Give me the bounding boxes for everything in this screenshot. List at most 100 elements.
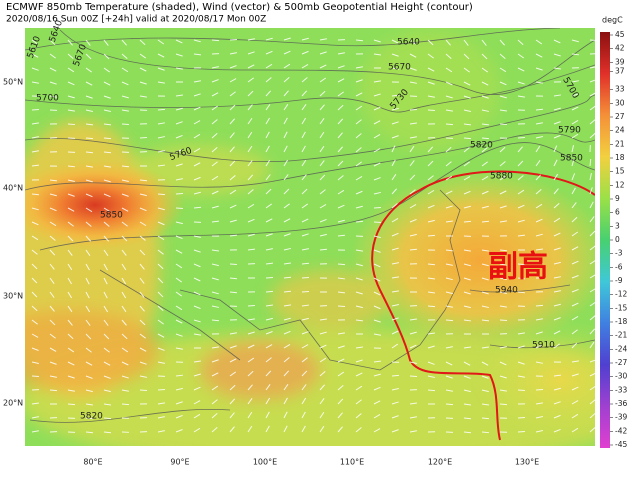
wind-vector	[86, 138, 93, 139]
wind-vector	[68, 404, 75, 405]
colorbar-tick-label: 39	[615, 57, 625, 66]
lon-label: 110°E	[340, 458, 364, 467]
wind-vector	[428, 306, 435, 307]
colorbar-tick-label: -18	[615, 317, 627, 326]
wind-vector	[536, 109, 543, 110]
wind-vector	[482, 432, 489, 433]
wind-vector	[374, 222, 381, 223]
wind-vector	[464, 138, 471, 139]
wind-vector	[122, 124, 129, 125]
wind-vector	[104, 432, 111, 433]
colorbar-tick-label: 21	[615, 139, 625, 148]
colorbar-tick-label: -6	[615, 262, 623, 271]
colorbar-tick-label: 37	[615, 66, 625, 75]
wind-vector	[482, 221, 489, 222]
wind-vector	[194, 207, 201, 208]
annotation: 副高	[488, 250, 548, 285]
colorbar-tick-label: 27	[615, 112, 625, 121]
contour-label: 5910	[532, 341, 555, 351]
wind-vector	[500, 404, 507, 405]
lat-label: 30°N	[3, 292, 23, 301]
contour-label: 5670	[388, 63, 411, 73]
wind-vector	[230, 264, 237, 265]
wind-vector	[302, 291, 309, 292]
wind-vector	[428, 390, 435, 391]
wind-vector	[392, 375, 399, 376]
wind-vector	[302, 277, 309, 278]
colorbar-tick-label: -3	[615, 249, 623, 258]
wind-vector	[482, 138, 489, 139]
lat-label: 40°N	[3, 184, 23, 193]
wind-vector	[446, 320, 453, 321]
wind-vector	[446, 124, 453, 125]
contour-label: 5850	[100, 211, 123, 221]
lon-labels: 80°E 90°E 100°E 110°E 120°E 130°E	[83, 458, 539, 467]
contour-label: 5940	[495, 286, 518, 296]
wind-vector	[32, 109, 39, 110]
wind-vector	[86, 432, 93, 433]
wind-vector	[158, 194, 165, 195]
colorbar-tick-label: 45	[615, 30, 625, 39]
colorbar-tick-label: -9	[615, 276, 623, 285]
colorbar-tick-label: -33	[615, 385, 627, 394]
wind-vector	[122, 404, 129, 405]
contour-label: 5790	[558, 126, 581, 136]
lat-label: 20°N	[3, 399, 23, 408]
colorbar-tick-label: -24	[615, 344, 627, 353]
colorbar-tick-label: 18	[615, 153, 625, 162]
colorbar-tick-label: 9	[615, 194, 620, 203]
colorbar-ticks: 4542393733302724211815129630-3-6-9-12-15…	[610, 30, 627, 449]
wind-vector	[50, 390, 57, 391]
wind-vector	[518, 137, 525, 138]
wind-vector	[68, 124, 75, 125]
colorbar-tick-label: 42	[615, 44, 625, 53]
wind-vector	[338, 264, 345, 265]
wind-vector	[266, 291, 273, 292]
colorbar-tick-label: -36	[615, 399, 627, 408]
lon-label: 120°E	[428, 458, 452, 467]
colorbar-tick-label: -15	[615, 303, 627, 312]
subtitle: 2020/08/16 Sun 00Z [+24h] valid at 2020/…	[6, 15, 266, 25]
colorbar-tick-label: -42	[615, 426, 627, 435]
lon-label: 90°E	[170, 458, 189, 467]
colorbar-tick-label: 12	[615, 180, 625, 189]
wind-vector	[410, 376, 417, 377]
wind-vector	[446, 404, 453, 405]
wind-vector	[590, 40, 597, 41]
wind-vector	[212, 40, 219, 41]
wind-vector	[158, 109, 165, 110]
colorbar-unit: degC	[602, 16, 623, 25]
wind-vector	[428, 235, 435, 236]
colorbar-tick-label: -21	[615, 331, 627, 340]
contour-label: 5820	[470, 141, 493, 151]
wind-vector	[464, 221, 471, 222]
lat-label: 50°N	[3, 78, 23, 87]
colorbar-tick-label: -45	[615, 440, 627, 449]
colorbar-tick-label: 0	[615, 235, 620, 244]
contour-label: 5820	[80, 412, 103, 422]
lon-label: 130°E	[515, 458, 539, 467]
wind-vector	[464, 418, 471, 419]
contour-label: 5700	[36, 94, 59, 104]
colorbar-tick-label: 3	[615, 221, 620, 230]
wind-vector	[266, 277, 273, 278]
colorbar-tick-label: -30	[615, 372, 627, 381]
wind-vector	[536, 389, 543, 390]
colorbar-tick-label: -12	[615, 290, 627, 299]
contour-label: 5850	[560, 154, 583, 164]
wind-vector	[284, 277, 291, 278]
colorbar-tick-label: -39	[615, 413, 627, 422]
lat-labels: 50°N 40°N 30°N 20°N	[3, 78, 23, 408]
colorbar-tick-label: 33	[615, 85, 625, 94]
colorbar-tick-label: 15	[615, 167, 625, 176]
lon-label: 100°E	[253, 458, 277, 467]
wind-vector	[104, 138, 111, 139]
wind-vector	[338, 306, 345, 307]
title: ECMWF 850mb Temperature (shaded), Wind (…	[6, 2, 473, 13]
contour-label: 5880	[490, 172, 513, 182]
wind-vector	[482, 418, 489, 419]
contour-label: 5640	[397, 38, 420, 48]
wind-vector	[356, 221, 363, 222]
colorbar-tick-label: -27	[615, 358, 627, 367]
